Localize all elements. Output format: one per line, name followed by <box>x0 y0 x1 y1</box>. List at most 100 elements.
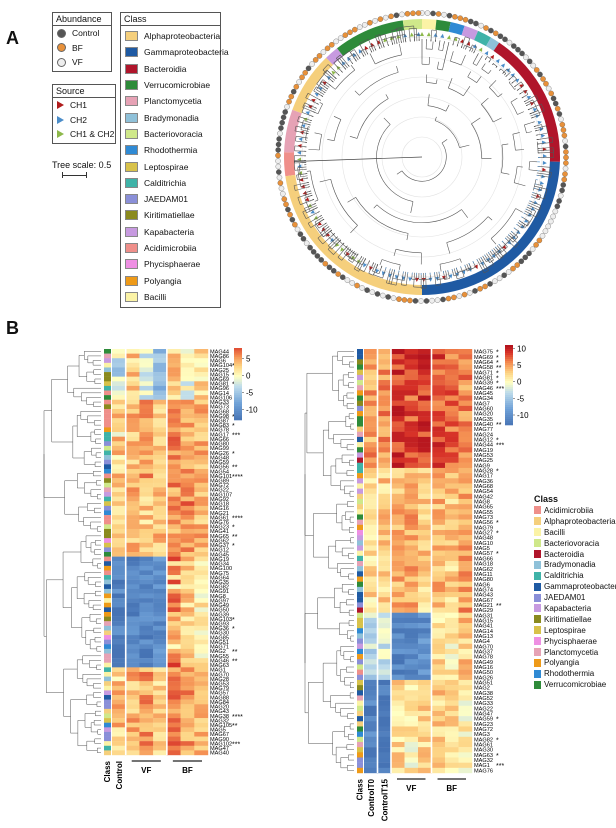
tree-abundance-dot <box>510 265 516 272</box>
heatmap-cell <box>418 462 432 469</box>
row-label: MAG100 <box>210 566 232 572</box>
heatmap-cell <box>153 408 168 414</box>
heatmap-cell <box>418 405 432 412</box>
class-strip-cell <box>104 385 111 391</box>
tree-leaf-branch <box>529 200 532 202</box>
tree-branch <box>398 30 402 43</box>
heatmap-cell <box>112 750 126 756</box>
heatmap-cell <box>166 704 181 710</box>
row-label: MAG20 <box>210 705 229 711</box>
tree-leaf-branch <box>504 237 507 240</box>
heatmap-cell <box>391 690 405 696</box>
dendrogram-branch <box>350 656 354 663</box>
tree-abundance-dot <box>326 264 333 271</box>
heatmap-cell <box>153 524 168 530</box>
colorbar-segment <box>234 353 242 356</box>
heatmap-cell <box>194 648 209 654</box>
dendrogram-branch <box>350 537 354 544</box>
tree-internal-arc <box>296 175 298 180</box>
heatmap-cell <box>180 713 195 719</box>
heatmap-cell <box>404 669 419 675</box>
heatmap-cell <box>194 542 209 548</box>
class-strip-cell <box>357 457 363 463</box>
heatmap-cell <box>166 404 181 410</box>
heatmap-cell <box>418 586 432 593</box>
dendrogram-branch <box>93 471 101 477</box>
tree-source-triangle <box>510 73 515 78</box>
class-strip-cell <box>357 592 363 598</box>
heatmap-cell <box>377 690 392 696</box>
class-item: Gammaproteobacteria <box>121 44 229 60</box>
heatmap-cell <box>194 422 209 428</box>
heatmap-cell <box>180 653 195 659</box>
heatmap-cell <box>180 704 195 710</box>
row-label: MAG13 <box>474 634 493 640</box>
class2-item: Leptospirae <box>534 625 616 636</box>
heatmap-cell <box>153 579 168 585</box>
heatmap-cell <box>391 447 405 453</box>
class-swatch-icon <box>125 96 138 107</box>
heatmap-cell <box>445 659 459 665</box>
class-item: Verrucomicrobiae <box>121 77 220 93</box>
heatmap-cell <box>166 542 181 548</box>
heatmap-cell <box>166 399 181 405</box>
tree-branch <box>525 99 539 107</box>
tree-branch <box>327 64 340 76</box>
tree-class-segment <box>493 42 560 162</box>
class-item: Polyangia <box>121 272 220 288</box>
heatmap-cell <box>377 555 392 562</box>
class-strip-cell <box>357 550 363 557</box>
tree-abundance-dot <box>282 109 288 115</box>
heatmap-cell <box>112 492 126 497</box>
heatmap-cell <box>364 695 378 701</box>
row-label: MAG50 <box>474 670 493 676</box>
dendrogram-branch <box>84 482 97 494</box>
heatmap-cell <box>458 540 473 546</box>
tree-branch <box>333 242 345 255</box>
class-item-label: Kiritimatiellae <box>144 210 195 221</box>
class-strip-cell <box>357 716 363 722</box>
tree-branch <box>297 192 312 198</box>
tree-leaf-branch <box>351 62 354 65</box>
colorbar-segment <box>234 396 242 399</box>
colorbar-segment <box>505 363 513 366</box>
heatmap-cell <box>194 699 209 705</box>
heatmap-cell <box>180 418 195 424</box>
heatmap-cell <box>194 533 209 539</box>
tree-internal-arc <box>448 87 464 97</box>
colorbar-segment <box>234 391 242 394</box>
heatmap-cell <box>166 575 181 580</box>
heatmap-cell <box>166 699 181 705</box>
tree-leaf-branch <box>309 119 312 122</box>
tree-branch <box>493 248 502 258</box>
row-label: MAG21 <box>210 511 229 517</box>
tree-branch <box>305 97 319 105</box>
tree-leaf-branch <box>364 258 367 261</box>
heatmap-cell <box>418 426 432 432</box>
tree-abundance-dot <box>424 10 431 16</box>
tree-abundance-dot <box>483 25 489 31</box>
source-item: CH2 <box>53 113 115 128</box>
tree-branch <box>307 93 321 101</box>
colorbar-segment <box>505 347 513 350</box>
heatmap-cell <box>112 667 126 673</box>
heatmap-cell <box>112 468 126 474</box>
significance-asterisk: ** <box>496 603 502 610</box>
heatmap-cell <box>112 718 126 723</box>
heatmap-cell <box>125 482 140 488</box>
tree-source-triangle <box>318 87 323 91</box>
heatmap-cell <box>153 611 168 617</box>
tree-abundance-dot <box>401 297 408 303</box>
heatmap-cell <box>125 648 140 654</box>
tree-abundance-dot <box>388 13 394 20</box>
heatmap-cell <box>194 690 209 696</box>
heatmap-cell <box>139 644 154 650</box>
heatmap-cell <box>125 353 140 359</box>
colorbar-segment <box>234 369 242 372</box>
heatmap-cell <box>431 457 446 463</box>
class-item: Rhodothermia <box>121 142 220 158</box>
heatmap-cell <box>445 462 459 469</box>
tree-leaf-branch <box>322 218 325 221</box>
heatmap-cell <box>391 643 405 650</box>
heatmap-cell <box>166 708 181 714</box>
